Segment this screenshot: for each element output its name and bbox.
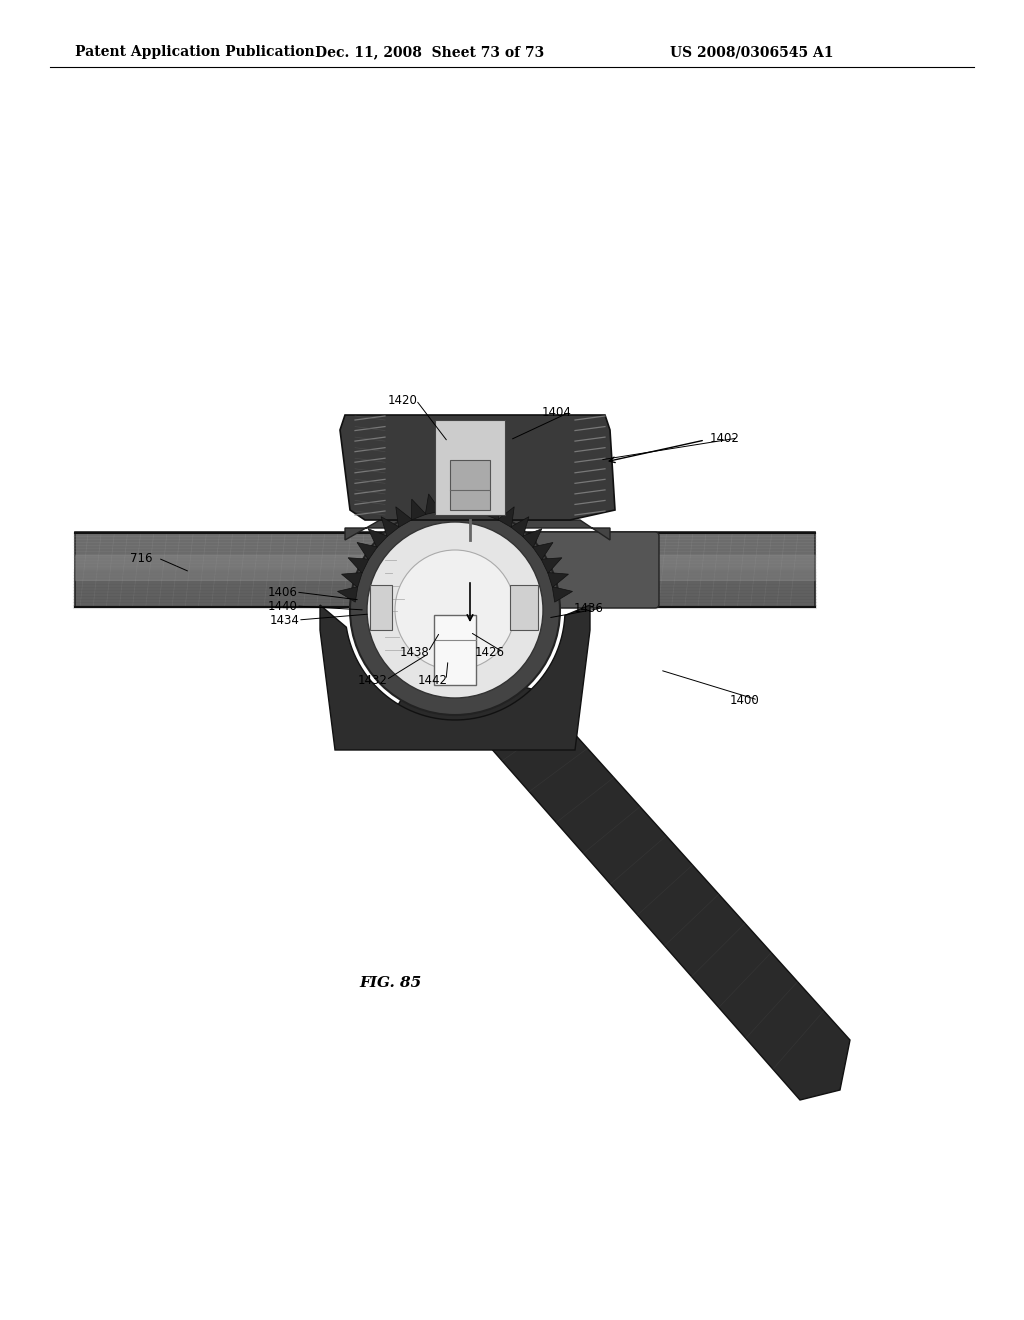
Polygon shape — [338, 586, 357, 602]
Polygon shape — [522, 529, 542, 548]
Bar — [434, 615, 476, 685]
Polygon shape — [342, 573, 362, 587]
Text: 716: 716 — [130, 552, 153, 565]
Polygon shape — [484, 499, 499, 520]
Polygon shape — [552, 586, 572, 602]
Polygon shape — [511, 516, 528, 537]
Polygon shape — [395, 660, 850, 1100]
Polygon shape — [348, 558, 369, 573]
Polygon shape — [532, 543, 553, 560]
Bar — [75, 532, 815, 607]
Polygon shape — [381, 516, 399, 537]
Text: 1434: 1434 — [270, 614, 300, 627]
Text: 1436: 1436 — [574, 602, 604, 615]
Text: 1438: 1438 — [400, 645, 430, 659]
Bar — [435, 420, 505, 515]
Text: 1426: 1426 — [475, 645, 505, 659]
Text: FIG. 85: FIG. 85 — [358, 977, 421, 990]
Polygon shape — [425, 494, 440, 515]
Polygon shape — [439, 491, 456, 511]
Text: 1400: 1400 — [730, 693, 760, 706]
Polygon shape — [541, 558, 562, 573]
Bar — [510, 585, 538, 630]
Polygon shape — [455, 491, 470, 511]
Text: Patent Application Publication: Patent Application Publication — [75, 45, 314, 59]
Text: 1404: 1404 — [542, 405, 571, 418]
Polygon shape — [498, 507, 514, 528]
Circle shape — [350, 506, 560, 715]
Text: 1442: 1442 — [418, 673, 449, 686]
Text: Dec. 11, 2008  Sheet 73 of 73: Dec. 11, 2008 Sheet 73 of 73 — [315, 45, 545, 59]
Polygon shape — [368, 529, 387, 548]
Text: 1432: 1432 — [358, 673, 388, 686]
Polygon shape — [357, 543, 378, 560]
Bar — [370, 585, 392, 630]
Polygon shape — [345, 520, 610, 540]
Text: 1406: 1406 — [268, 586, 298, 598]
Text: 1440: 1440 — [268, 599, 298, 612]
FancyBboxPatch shape — [536, 532, 659, 609]
Polygon shape — [412, 499, 426, 520]
Polygon shape — [340, 414, 615, 520]
Polygon shape — [396, 507, 413, 528]
Text: US 2008/0306545 A1: US 2008/0306545 A1 — [670, 45, 834, 59]
Polygon shape — [319, 605, 590, 750]
Text: 1420: 1420 — [388, 393, 418, 407]
Text: 1402: 1402 — [710, 432, 740, 445]
Circle shape — [367, 521, 543, 698]
Bar — [450, 459, 490, 510]
Polygon shape — [469, 494, 484, 515]
Circle shape — [395, 550, 515, 671]
Polygon shape — [548, 573, 568, 587]
